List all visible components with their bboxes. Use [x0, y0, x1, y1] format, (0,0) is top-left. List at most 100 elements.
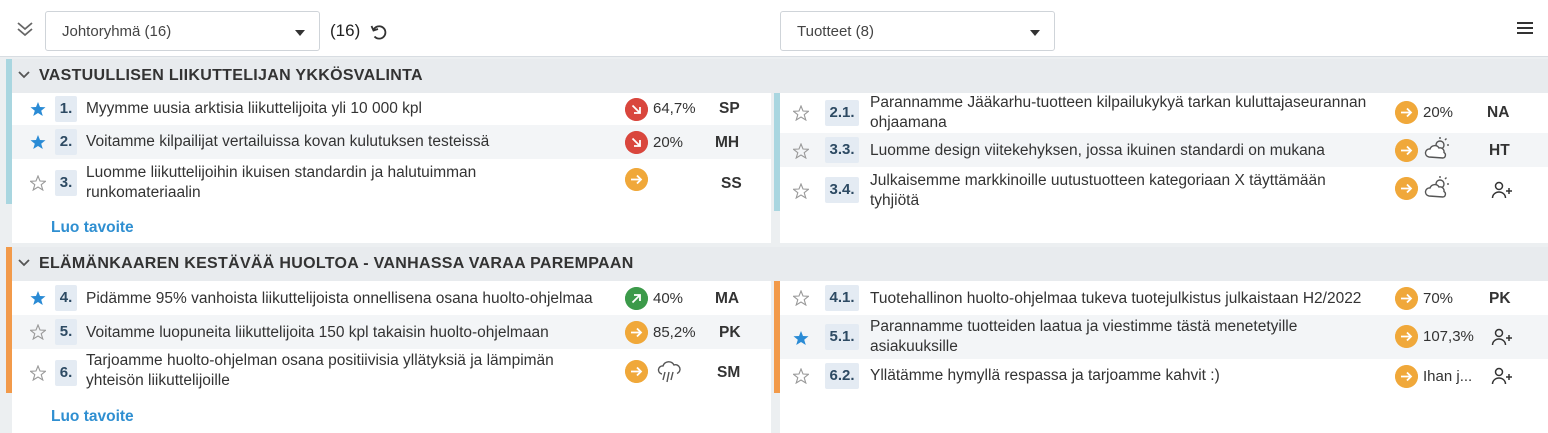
goal-number: 4.1. — [825, 285, 859, 311]
goal-progress-percent: 107,3% — [1423, 328, 1474, 345]
goal-title[interactable]: Voitamme kilpailijat vertailuissa kovan … — [86, 133, 490, 150]
goal-row[interactable]: 2. Voitamme kilpailijat vertailuissa kov… — [12, 125, 771, 159]
star-filled-icon[interactable] — [30, 101, 46, 117]
goal-title-line2: asiakuuksille — [870, 338, 958, 355]
goal-number: 2.1. — [825, 100, 859, 126]
star-outline-icon[interactable] — [793, 290, 809, 306]
goal-number: 4. — [55, 285, 77, 311]
chevron-down-icon — [295, 30, 305, 36]
group-color-bar — [774, 281, 780, 393]
goal-owner-initials[interactable]: NA — [1487, 104, 1510, 121]
group-title: ELÄMÄNKAAREN KESTÄVÄÄ HUOLTOA - VANHASSA… — [39, 255, 634, 272]
goal-title[interactable]: Pidämme 95% vanhoista liikuttelijoista o… — [86, 290, 593, 307]
goal-title[interactable]: Tarjoamme huolto-ohjelman osana positiiv… — [86, 352, 554, 369]
goal-row[interactable]: 3. Luomme liikuttelijoihin ikuisen stand… — [12, 159, 771, 205]
group-goals-panel: 1. Myymme uusia arktisia liikuttelijoita… — [12, 93, 771, 243]
goal-row[interactable]: 4. Pidämme 95% vanhoista liikuttelijoist… — [12, 281, 771, 315]
goal-row[interactable]: 3.3. Luomme design viitekehyksen, jossa … — [780, 133, 1548, 167]
goal-title[interactable]: Myymme uusia arktisia liikuttelijoita yl… — [86, 100, 422, 117]
star-outline-icon[interactable] — [793, 183, 809, 199]
goal-title[interactable]: Parannamme Jääkarhu-tuotteen kilpailukyk… — [870, 94, 1367, 111]
status-neutral-icon — [625, 360, 648, 383]
goal-number: 5. — [55, 319, 77, 345]
product-filter-dropdown[interactable]: Tuotteet (8) — [780, 11, 1055, 51]
group-goals-panel: 4. Pidämme 95% vanhoista liikuttelijoist… — [12, 281, 771, 433]
goal-number: 3.3. — [825, 137, 859, 163]
goal-number: 6. — [55, 360, 77, 386]
goal-title[interactable]: Julkaisemme markkinoille uutustuotteen k… — [870, 172, 1326, 189]
chevron-down-icon[interactable] — [17, 256, 31, 270]
goal-owner-initials[interactable]: PK — [719, 324, 741, 341]
star-outline-icon[interactable] — [793, 105, 809, 121]
status-neutral-icon — [625, 168, 648, 191]
goal-row[interactable]: 3.4. Julkaisemme markkinoille uutustuott… — [780, 167, 1548, 213]
team-filter-dropdown[interactable]: Johtoryhmä (16) — [45, 11, 320, 51]
status-neutral-icon — [1395, 365, 1418, 388]
goal-title-line2: tyhjiötä — [870, 192, 920, 209]
goal-title[interactable]: Voitamme luopuneita liikuttelijoita 150 … — [86, 324, 549, 341]
goal-count: (16) — [330, 21, 361, 40]
goal-row[interactable]: 2.1. Parannamme Jääkarhu-tuotteen kilpai… — [780, 93, 1548, 133]
goal-number: 3. — [55, 170, 77, 196]
goal-progress-percent: 85,2% — [653, 324, 696, 341]
goal-owner-initials[interactable]: MH — [715, 134, 740, 151]
star-outline-icon[interactable] — [30, 324, 46, 340]
goal-title-line2: ohjaamana — [870, 114, 947, 131]
star-outline-icon[interactable] — [30, 365, 46, 381]
goal-title-line2: yhteisön liikuttelijoille — [86, 372, 230, 389]
star-filled-icon[interactable] — [30, 290, 46, 306]
status-neutral-icon — [1395, 325, 1418, 348]
goal-progress-percent: 40% — [653, 290, 684, 307]
product-filter-value: Tuotteet (8) — [797, 23, 874, 40]
status-neutral-icon — [1395, 101, 1418, 124]
goal-title[interactable]: Yllätämme hymyllä respassa ja tarjoamme … — [870, 367, 1220, 384]
status-down-icon — [625, 131, 648, 154]
group-header[interactable]: ELÄMÄNKAAREN KESTÄVÄÄ HUOLTOA - VANHASSA… — [6, 247, 1548, 281]
rain-icon — [657, 361, 681, 383]
status-neutral-icon — [625, 321, 648, 344]
goal-owner-initials[interactable]: SP — [719, 100, 740, 117]
chevron-down-icon[interactable] — [17, 68, 31, 82]
star-outline-icon[interactable] — [30, 175, 46, 191]
refresh-icon[interactable] — [369, 22, 389, 42]
goal-progress-percent: 20% — [1423, 104, 1454, 121]
goal-owner-initials[interactable]: SS — [721, 175, 742, 192]
team-filter-value: Johtoryhmä (16) — [62, 23, 172, 40]
hamburger-menu-icon[interactable] — [1517, 22, 1533, 37]
goal-title[interactable]: Luomme design viitekehyksen, jossa ikuin… — [870, 142, 1325, 159]
goal-row[interactable]: 5. Voitamme luopuneita liikuttelijoita 1… — [12, 315, 771, 349]
goal-progress-percent: 20% — [653, 134, 684, 151]
star-outline-icon[interactable] — [793, 368, 809, 384]
create-goal-link[interactable]: Luo tavoite — [51, 408, 134, 425]
star-filled-icon[interactable] — [793, 330, 809, 346]
goal-title[interactable]: Tuotehallinon huolto-ohjelmaa tukeva tuo… — [870, 290, 1362, 307]
group-color-bar — [6, 59, 12, 204]
goal-row[interactable]: 6.2. Yllätämme hymyllä respassa ja tarjo… — [780, 359, 1548, 393]
add-person-icon[interactable] — [1491, 366, 1513, 386]
product-goals-panel: 4.1. Tuotehallinon huolto-ohjelmaa tukev… — [780, 281, 1548, 433]
goal-owner-initials[interactable]: PK — [1489, 290, 1511, 307]
add-person-icon[interactable] — [1491, 327, 1513, 347]
goal-owner-initials[interactable]: SM — [717, 364, 741, 381]
collapse-all-icon[interactable] — [14, 18, 36, 40]
add-person-icon[interactable] — [1491, 180, 1513, 200]
star-outline-icon[interactable] — [793, 143, 809, 159]
status-up-icon — [625, 287, 648, 310]
star-filled-icon[interactable] — [30, 134, 46, 150]
goal-title[interactable]: Parannamme tuotteiden laatua ja viestimm… — [870, 318, 1298, 335]
goal-number: 5.1. — [825, 324, 859, 350]
partly-cloudy-icon — [1424, 137, 1449, 159]
goal-progress-percent: 64,7% — [653, 100, 696, 117]
goal-row[interactable]: 6. Tarjoamme huolto-ohjelman osana posit… — [12, 349, 771, 395]
goal-row[interactable]: 4.1. Tuotehallinon huolto-ohjelmaa tukev… — [780, 281, 1548, 315]
create-goal-link[interactable]: Luo tavoite — [51, 219, 134, 236]
goal-number: 6.2. — [825, 363, 859, 389]
goal-title[interactable]: Luomme liikuttelijoihin ikuisen standard… — [86, 164, 477, 181]
goal-owner-initials[interactable]: MA — [715, 290, 740, 307]
goal-owner-initials[interactable]: HT — [1489, 142, 1510, 159]
goal-row[interactable]: 1. Myymme uusia arktisia liikuttelijoita… — [12, 93, 771, 125]
goal-progress-percent: 70% — [1423, 290, 1454, 307]
group-header[interactable]: VASTUULLISEN LIIKUTTELIJAN YKKÖSVALINTA — [6, 59, 1548, 93]
status-down-icon — [625, 98, 648, 121]
goal-row[interactable]: 5.1. Parannamme tuotteiden laatua ja vie… — [780, 315, 1548, 359]
